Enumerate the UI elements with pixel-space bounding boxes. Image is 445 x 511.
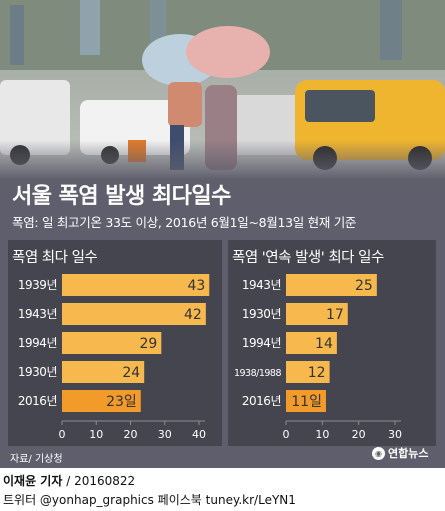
social-links: 트위터 @yonhap_graphics 페이스북 tuney.kr/LeYN1 [3,493,296,507]
data-label: 14 [315,336,333,352]
category-label: 2016년 [242,394,281,408]
bar [286,303,348,325]
x-tick-label: 20 [124,428,138,441]
category-label: 1939년 [18,278,57,292]
heatwave-days-bar-chart: 1939년 43 1943년 42 1994년 29 1930년 24 2016년 23일 0 10 2… [18,274,210,441]
publish-date: / 20160822 [62,474,136,488]
category-label: 1994년 [18,336,57,350]
category-label: 1930년 [242,307,281,321]
data-label: 11일 [291,394,322,410]
panel-title: 폭염 최다 일수 [12,250,98,266]
category-label: 2016년 [18,394,57,408]
data-label: 12 [308,365,326,381]
reporter-name: 이재윤 기자 [3,474,63,488]
data-label: 24 [122,365,140,381]
bar [286,332,337,354]
bar [62,390,141,412]
yonhap-logo-text: 연합뉴스 [388,447,429,460]
data-label: 25 [355,278,373,294]
category-label: 1943년 [18,307,57,321]
heatwave-photo [0,0,445,180]
yonhap-logo: ◉ 연합뉴스 [372,445,428,461]
category-label: 1994년 [242,336,281,350]
data-label: 17 [326,307,344,323]
x-tick-label: 30 [388,428,402,441]
x-tick-label: 10 [89,428,103,441]
infographic-card: 서울 폭염 발생 최다일수 폭염: 일 최고기온 33도 이상, 2016년 6… [0,0,445,468]
bar [286,390,326,412]
yonhap-logo-icon: ◉ [372,446,385,460]
consecutive-heatwave-bar-chart: 1943년 25 1930년 17 1994년 14 1938/1988 12 2016년 11일… [234,274,402,441]
category-label: 1938/1988 [234,368,282,379]
x-tick-label: 40 [192,428,206,441]
panel-title: 폭염 '연속 발생' 최다 일수 [232,250,384,266]
category-label: 1930년 [18,365,57,379]
bar [62,274,210,296]
bar [286,361,330,383]
x-tick-label: 20 [352,428,366,441]
heatwave-days-panel: 폭염 최다 일수 1939년 43 1943년 42 1994년 29 1930년 24 201… [8,240,222,446]
chart-headline: 서울 폭염 발생 최다일수 [12,184,231,209]
data-source: 자료/ 기상청 [10,454,63,465]
x-tick-label: 0 [59,428,66,441]
bar [62,303,206,325]
data-label: 29 [139,336,157,352]
data-label: 43 [187,278,205,294]
category-label: 1943년 [242,278,281,292]
bar [62,361,145,383]
bar [286,274,377,296]
data-label: 42 [184,307,202,323]
data-label: 23일 [106,394,137,410]
consecutive-heatwave-panel: 폭염 '연속 발생' 최다 일수 1943년 25 1930년 17 1994년 14 19… [228,240,436,446]
credit-line: 이재윤 기자 / 20160822 [3,472,135,489]
x-tick-label: 30 [158,428,172,441]
chart-subtitle: 폭염: 일 최고기온 33도 이상, 2016년 6월1일~8월13일 현재 기… [12,215,357,230]
x-tick-label: 0 [283,428,290,441]
x-tick-label: 10 [315,428,329,441]
bar [62,332,162,354]
